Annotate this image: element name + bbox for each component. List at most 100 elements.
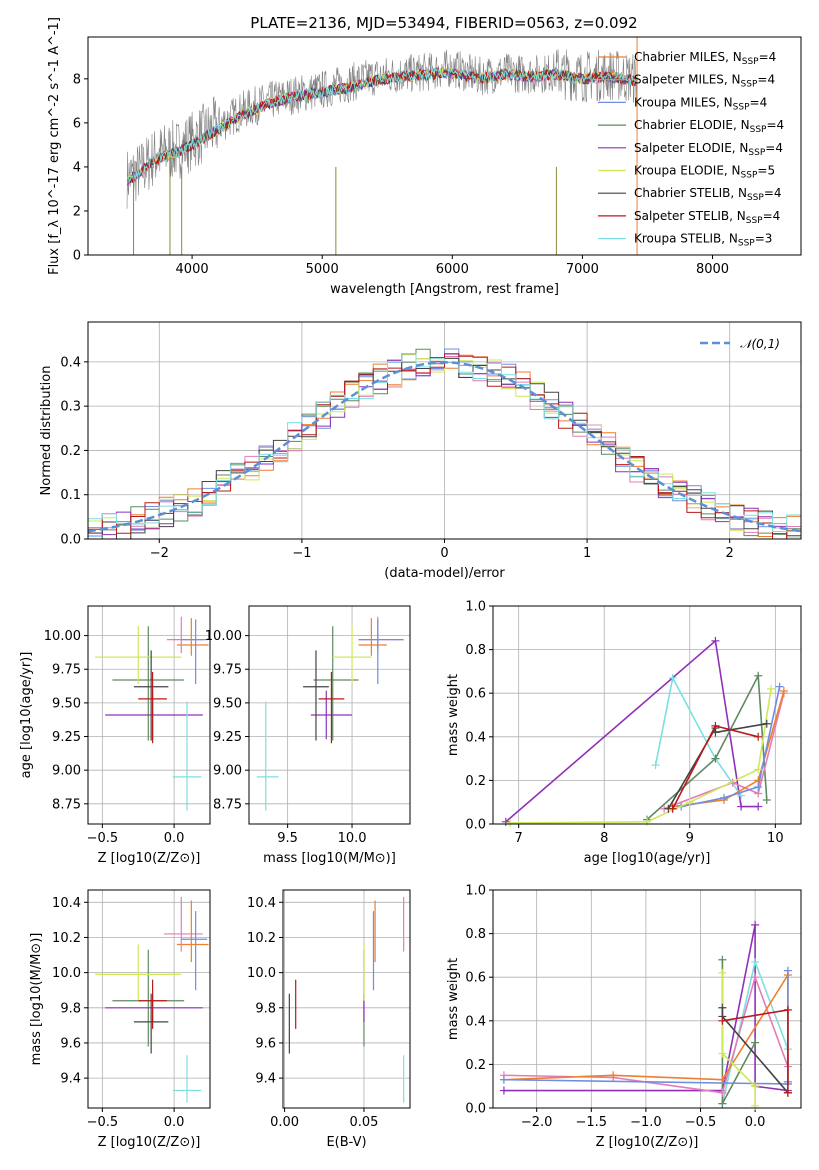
- y-axis-label: Normed distribution: [39, 366, 54, 496]
- y-tick-label: 8.75: [52, 797, 81, 812]
- y-tick-label: 10.0: [52, 966, 81, 981]
- weight-series-line: [505, 639, 759, 823]
- weight-point-marker: [767, 684, 776, 693]
- x-tick-label: 1: [583, 546, 591, 561]
- histogram-step-line: [88, 353, 801, 539]
- x-tick-label: −0.5: [685, 1115, 717, 1130]
- y-tick-label: 0.4: [465, 730, 486, 745]
- weight-point-marker: [751, 920, 760, 929]
- legend-label: 𝒩(0,1): [740, 337, 780, 351]
- weight-point-marker: [751, 1038, 760, 1047]
- plot-frame: [87, 605, 211, 825]
- legend-nssp: =4: [764, 186, 782, 200]
- legend-subscript: SSP: [747, 193, 764, 203]
- x-tick-label: 9.5: [277, 831, 298, 846]
- weight-point-marker: [718, 955, 727, 964]
- panel-age-vs-mass: 9.5 10.0 8.75 9.00 9.25 9.50 9.75 10.00 mass [lo…: [205, 605, 411, 866]
- plot-frame: [87, 889, 211, 1109]
- legend-label: Chabrier STELIB, NSSP=4: [634, 186, 782, 203]
- weight-point-marker: [783, 1005, 792, 1014]
- panel-spectrum: 4000 5000 6000 7000 8000 0 2 4 6 8 wavelength [Ang…: [47, 17, 802, 297]
- x-tick-label: 0.00: [270, 1115, 299, 1130]
- legend-label: Salpeter MILES, NSSP=4: [634, 73, 775, 90]
- weight-point-marker: [720, 793, 728, 802]
- x-axis-label: Z [log10(Z/Z⊙)]: [98, 851, 201, 866]
- x-axis-label: mass [log10(M/M⊙)]: [263, 851, 396, 866]
- weight-series-line: [681, 686, 781, 808]
- weight-point-marker: [506, 818, 515, 827]
- legend-nssp: =4: [766, 118, 784, 132]
- weight-point-marker: [711, 754, 720, 763]
- y-tick-label: 0.8: [465, 927, 486, 942]
- x-tick-label: −1.0: [630, 1115, 662, 1130]
- y-tick-label: 9.50: [52, 696, 81, 711]
- weight-point-marker: [754, 671, 763, 680]
- weight-point-marker: [783, 966, 792, 975]
- weight-point-marker: [668, 673, 677, 682]
- x-tick-label: 7: [515, 831, 523, 846]
- y-tick-label: 9.00: [213, 764, 242, 779]
- x-axis-label: wavelength [Angstrom, rest frame]: [330, 282, 559, 297]
- legend-subscript: SSP: [750, 125, 767, 135]
- legend-subscript: SSP: [733, 102, 750, 112]
- y-tick-label: 9.25: [52, 730, 81, 745]
- x-tick-label: 0: [440, 546, 448, 561]
- x-tick-label: −1: [292, 546, 311, 561]
- y-tick-label: 6: [73, 116, 81, 131]
- x-tick-label: −0.5: [87, 1115, 119, 1130]
- x-tick-label: −2.0: [521, 1115, 553, 1130]
- legend-nssp: =5: [757, 164, 775, 178]
- legend-nssp: =4: [765, 141, 783, 155]
- x-tick-label: 7000: [566, 262, 599, 277]
- y-tick-label: 10.4: [52, 896, 81, 911]
- y-tick-label: 0.4: [465, 1014, 486, 1029]
- legend-label: Kroupa ELODIE, NSSP=5: [634, 164, 775, 181]
- weight-point-marker: [754, 732, 763, 741]
- y-tick-label: 9.4: [255, 1072, 276, 1087]
- y-tick-label: 0.2: [60, 444, 81, 459]
- panel-mass-vs-Z: −0.5 0.0 9.4 9.6 9.8 10.0 10.2 10.4 Z [log10(Z/Z…: [29, 889, 211, 1150]
- y-tick-label: 0.2: [465, 774, 486, 789]
- weight-point-marker: [711, 636, 720, 645]
- legend-nssp: =4: [759, 50, 777, 64]
- legend-label: Salpeter STELIB, NSSP=4: [634, 209, 780, 226]
- x-tick-label: 10.0: [338, 831, 367, 846]
- y-axis-label: age [log10(age/yr)]: [19, 652, 34, 779]
- legend-subscript: SSP: [741, 171, 758, 181]
- plot-frame: [87, 321, 802, 540]
- x-tick-label: 6000: [436, 262, 469, 277]
- legend-nssp: =4: [763, 209, 781, 223]
- y-axis-label: mass weight: [446, 958, 461, 1040]
- weight-series-line: [654, 675, 742, 797]
- y-tick-label: 0.3: [60, 400, 81, 415]
- legend-nssp: =4: [750, 95, 768, 109]
- y-tick-label: 0.0: [60, 533, 81, 548]
- y-tick-label: 0: [73, 249, 81, 264]
- weight-point-marker: [499, 1075, 508, 1084]
- y-tick-label: 0.8: [465, 643, 486, 658]
- x-axis-label: age [log10(age/yr)]: [584, 851, 711, 866]
- y-tick-label: 10.00: [205, 629, 242, 644]
- x-tick-label: 4000: [176, 262, 209, 277]
- x-tick-label: 5000: [306, 262, 339, 277]
- x-tick-label: 10: [767, 831, 784, 846]
- panel-weight-vs-age: 7 8 9 10 0.0 0.2 0.4 0.6 0.8 1.0 age [log10(age/yr…: [446, 600, 802, 866]
- panel-residuals: −2 −1 0 1 2 0.0 0.1 0.2 0.3 0.4 (data-model)/error…: [39, 321, 802, 581]
- weight-point-marker: [609, 1071, 618, 1080]
- x-axis-label: (data-model)/error: [384, 566, 505, 581]
- legend-nssp: =4: [757, 73, 775, 87]
- legend-label: Chabrier ELODIE, NSSP=4: [634, 118, 784, 135]
- plot-frame: [87, 36, 802, 256]
- legend-label: Salpeter ELODIE, NSSP=4: [634, 141, 783, 158]
- y-tick-label: 9.8: [255, 1001, 276, 1016]
- plot-frame: [492, 889, 802, 1109]
- legend-subscript: SSP: [746, 216, 763, 226]
- y-tick-label: 10.2: [52, 931, 81, 946]
- y-tick-label: 9.00: [52, 764, 81, 779]
- y-tick-label: 0.4: [60, 355, 81, 370]
- y-axis-label: mass [log10(M/M⊙)]: [29, 933, 44, 1066]
- y-tick-label: 9.50: [213, 696, 242, 711]
- y-tick-label: 0.6: [465, 971, 486, 986]
- legend-nssp: =3: [755, 232, 773, 246]
